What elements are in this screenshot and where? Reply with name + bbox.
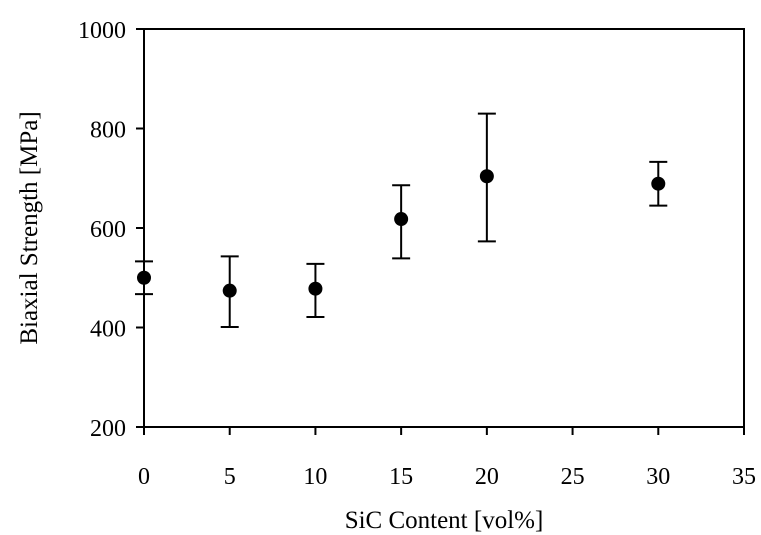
y-tick-label: 600 — [90, 217, 126, 243]
x-tick-label: 10 — [303, 464, 327, 490]
data-point — [308, 281, 323, 296]
x-tick-label: 35 — [732, 464, 756, 490]
data-point — [222, 283, 237, 298]
y-tick-label: 800 — [90, 118, 126, 144]
y-axis-label: Biaxial Strength [MPa] — [16, 111, 43, 344]
y-tick-label: 400 — [90, 317, 126, 343]
x-tick-label: 20 — [475, 464, 499, 490]
x-tick-label: 0 — [138, 464, 150, 490]
x-axis-ticks: 0 5 10 15 20 25 30 35 — [138, 427, 756, 490]
plot-area — [143, 28, 745, 428]
x-tick-label: 30 — [646, 464, 670, 490]
data-point — [394, 212, 409, 227]
x-axis-label: SiC Content [vol%] — [345, 507, 544, 534]
y-tick-label: 1000 — [78, 18, 126, 44]
x-tick-label: 5 — [224, 464, 236, 490]
data-points — [137, 169, 666, 298]
data-point — [479, 169, 494, 184]
x-tick-label: 15 — [389, 464, 413, 490]
x-tick-label: 25 — [561, 464, 585, 490]
y-tick-label: 200 — [90, 416, 126, 442]
data-point — [651, 176, 666, 191]
y-axis-ticks: 200 400 600 800 1000 — [78, 18, 144, 442]
data-point — [137, 270, 151, 285]
